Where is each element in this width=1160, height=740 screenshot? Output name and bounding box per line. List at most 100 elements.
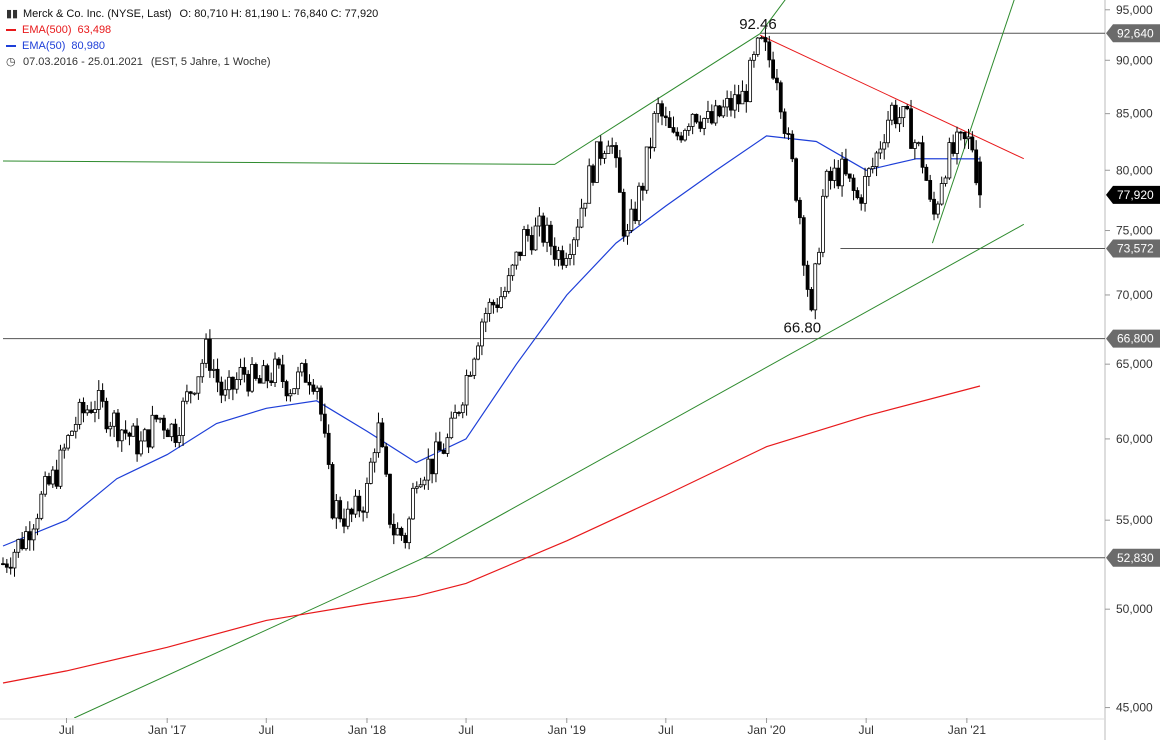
candle-body (863, 175, 867, 204)
candle-body (912, 142, 917, 149)
candle-body (851, 177, 856, 191)
green-trendline (931, 0, 1015, 244)
candle-body (24, 531, 28, 550)
candle-body (548, 224, 553, 247)
ema500-label: EMA(500) (22, 24, 72, 36)
candle-body (886, 119, 890, 144)
candle-body (836, 167, 841, 187)
y-tick-label: 50,000 (1116, 602, 1153, 616)
candle-body (905, 106, 910, 110)
candle-body (656, 103, 661, 114)
candle-body (602, 153, 607, 159)
candle-body (522, 229, 526, 257)
candle-body (817, 251, 821, 265)
legend-title-row: ▮▮ Merck & Co. Inc. (NYSE, Last) O: 80,7… (6, 6, 378, 22)
x-tick-label: Jul (858, 723, 873, 737)
candle-body (491, 301, 496, 306)
candle-body (736, 94, 741, 105)
y-tick-label: 70,000 (1116, 288, 1153, 302)
candle-body (227, 376, 231, 391)
candle-body (449, 417, 454, 439)
level-label: 73,572 (1117, 241, 1154, 255)
candle-body (694, 113, 699, 123)
candle-body (265, 365, 270, 382)
candle-body (855, 190, 860, 199)
candle-body (135, 425, 139, 455)
candle-body (472, 358, 477, 376)
candle-body (81, 401, 86, 414)
candle-body (215, 368, 220, 383)
candle-body (185, 391, 189, 402)
candle-body (767, 41, 772, 61)
candle-body (200, 362, 205, 378)
legend-ema500-row[interactable]: EMA(500) 63,498 (6, 22, 378, 38)
instrument-title: Merck & Co. Inc. (NYSE, Last) (23, 8, 172, 20)
candle-body (430, 458, 435, 475)
candle-body (8, 566, 13, 569)
candle-body (77, 401, 82, 425)
candle-body (165, 429, 170, 438)
candle-body (499, 296, 503, 308)
level-label-bg (1106, 329, 1160, 348)
candle-body (893, 104, 898, 125)
candle-body (591, 165, 595, 183)
candle-body (920, 142, 925, 168)
candle-body (31, 528, 36, 541)
candle-body (139, 440, 143, 455)
candle-body (426, 458, 431, 481)
x-tick-label: Jan '19 (548, 723, 587, 737)
candle-body (721, 106, 726, 117)
candle-body (759, 37, 764, 39)
chart-legend: ▮▮ Merck & Co. Inc. (NYSE, Last) O: 80,7… (6, 6, 378, 70)
x-tick-label: Jan '21 (948, 723, 987, 737)
candle-body (280, 364, 285, 382)
candle-body (253, 364, 258, 379)
candle-body (437, 441, 442, 451)
candle-body (403, 535, 408, 544)
candle-body (506, 275, 511, 292)
candle-body (529, 235, 534, 251)
candle-body (579, 207, 584, 228)
candle-body (637, 185, 641, 222)
y-tick-label: 75,000 (1116, 224, 1153, 238)
candle-body (729, 98, 733, 111)
candle-body (391, 523, 396, 536)
candle-body (671, 127, 676, 133)
candle-body (844, 158, 848, 175)
candle-body (480, 321, 484, 347)
candle-body (686, 126, 691, 131)
candle-body (388, 473, 392, 525)
candle-body (100, 390, 105, 402)
candle-body (468, 374, 473, 377)
candle-body (173, 423, 178, 443)
candle-body (326, 432, 331, 465)
candle-body (414, 486, 419, 489)
candle-body (713, 105, 718, 124)
candle-body (556, 250, 561, 260)
ema500-line (2, 385, 981, 684)
candle-body (801, 217, 806, 266)
candle-body (514, 251, 519, 266)
candle-body (775, 77, 779, 84)
candle-body (571, 239, 576, 255)
candle-body (909, 108, 913, 149)
candle-body (483, 313, 488, 323)
candle-body (204, 338, 208, 364)
candle-body (951, 142, 956, 154)
candle-body (322, 413, 327, 434)
candle-body (368, 461, 373, 484)
red-trendline (759, 34, 1025, 160)
candle-body (211, 368, 216, 371)
candle-body (679, 135, 684, 141)
candle-body (177, 435, 182, 443)
candle-body (932, 198, 936, 215)
candle-body (847, 173, 852, 179)
legend-ema50-row[interactable]: EMA(50) 80,980 (6, 38, 378, 54)
candle-body (223, 389, 228, 396)
candle-body (874, 152, 879, 168)
candle-body (614, 145, 618, 159)
ema500-value: 63,498 (77, 24, 112, 36)
candle-body (464, 375, 469, 406)
candle-body (54, 469, 59, 487)
